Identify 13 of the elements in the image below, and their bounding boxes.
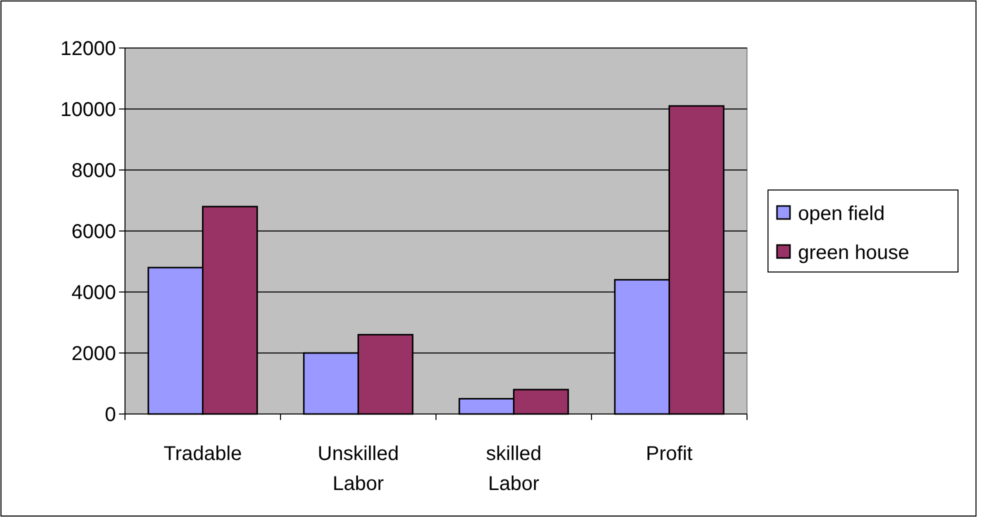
- y-tick-label: 6000: [72, 221, 116, 243]
- y-tick-label: 4000: [72, 282, 116, 304]
- y-tick-label: 0: [104, 404, 116, 426]
- y-tick-label: 10000: [60, 99, 116, 121]
- y-tick-label: 2000: [72, 343, 116, 365]
- x-tick-label: Tradable: [164, 443, 242, 465]
- y-tick-label: 12000: [60, 38, 116, 60]
- x-tick-label: Profit: [646, 443, 694, 465]
- x-tick-label: skilled Labor: [486, 443, 542, 495]
- x-tick-label: Unskilled Labor: [318, 443, 399, 495]
- legend-label: open field: [798, 203, 885, 225]
- legend-label: green house: [798, 242, 910, 264]
- y-tick-label: 8000: [72, 160, 116, 182]
